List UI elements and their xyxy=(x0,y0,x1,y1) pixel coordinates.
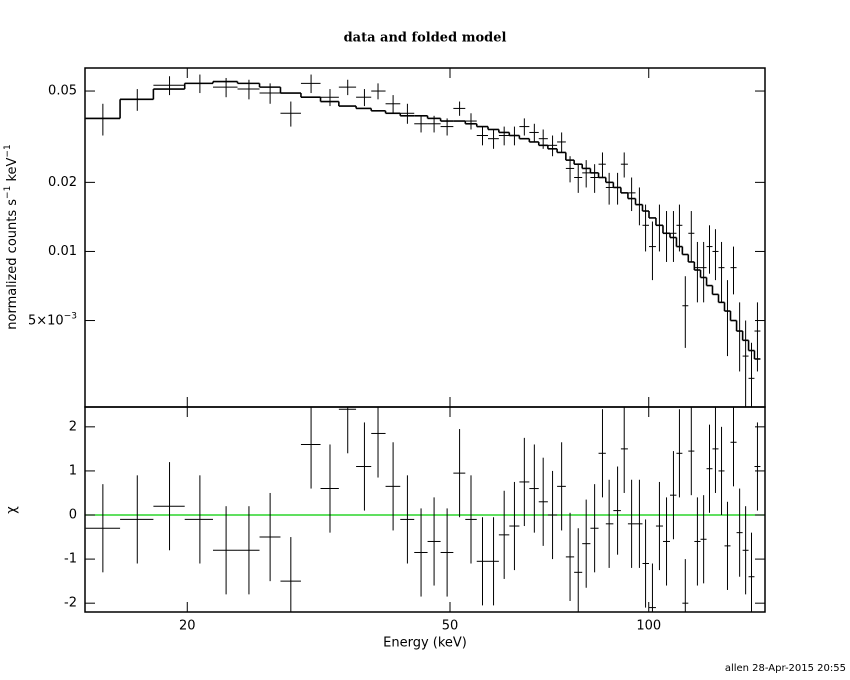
y-tick-label: 0.02 xyxy=(48,175,77,190)
y-tick-label: 0.01 xyxy=(48,244,77,259)
y-tick-label-sup: −3 xyxy=(64,311,77,321)
y-label-part: keV xyxy=(5,157,20,185)
x-tick-label: 20 xyxy=(179,619,196,634)
plot-frame xyxy=(84,406,766,613)
y-axis-label: χ xyxy=(5,506,20,514)
x-tick-label: 100 xyxy=(636,619,661,634)
y-tick-label: 0.05 xyxy=(48,84,77,99)
chart-title: data and folded model xyxy=(344,31,507,46)
plot-frame xyxy=(84,67,766,408)
plot-area xyxy=(85,407,765,612)
y-tick-label: 0 xyxy=(69,508,77,523)
y-tick-label-part: 5×10 xyxy=(28,313,64,328)
y-label-sup: −1 xyxy=(3,144,13,157)
y-tick-label: 5×10−3 xyxy=(28,311,77,328)
y-axis-label: normalized counts s−1 keV−1 xyxy=(3,144,20,329)
y-tick-label: 2 xyxy=(69,419,77,434)
y-label-part: normalized counts s xyxy=(5,199,20,330)
x-axis-label: Energy (keV) xyxy=(383,636,467,651)
y-tick-label: -1 xyxy=(64,552,77,567)
plot-area xyxy=(85,74,761,407)
footer: allen 28-Apr-2015 20:55 xyxy=(725,663,846,674)
y-label-sup: −1 xyxy=(3,186,13,199)
x-tick-label: 50 xyxy=(442,619,459,634)
y-tick-label: -2 xyxy=(64,596,77,611)
y-tick-label: 1 xyxy=(69,463,77,478)
